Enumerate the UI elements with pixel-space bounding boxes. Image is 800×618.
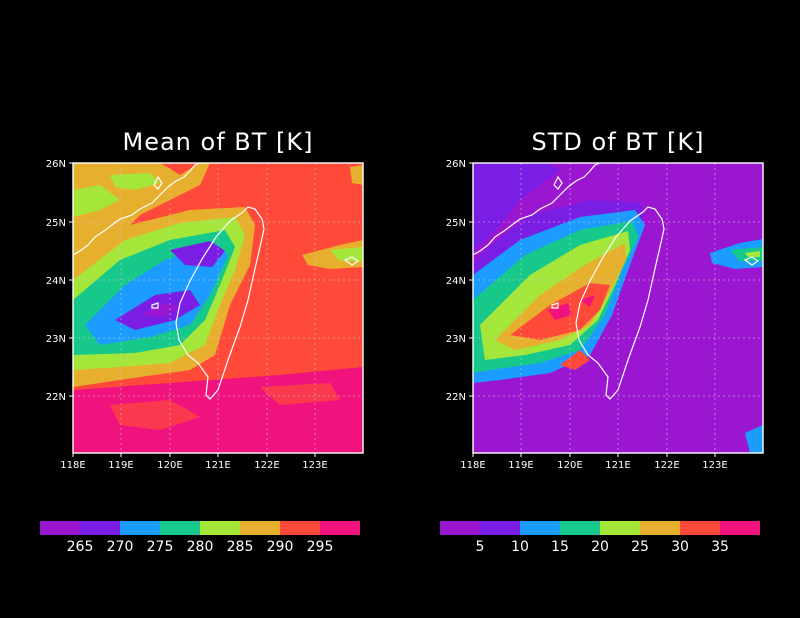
lon-label: 122E [254,460,279,471]
colorbar-segment [120,521,160,535]
lat-label: 24N [46,276,66,287]
colorbar-label: 295 [307,539,334,555]
mean-field-orange-nw [73,163,210,265]
lat-label: 22N [46,392,66,403]
lat-label: 25N [446,218,466,229]
colorbar-segment [440,521,480,535]
std-colorbar: 5 10 15 20 25 30 35 [440,521,760,555]
colorbar-segment [80,521,120,535]
lat-label: 26N [446,159,466,170]
std-panel-title: STD of BT [K] [531,128,705,156]
colorbar-label: 35 [711,539,729,555]
colorbar-label: 275 [147,539,174,555]
lon-label: 120E [157,460,182,471]
std-grid [473,163,763,453]
colorbar-segment [560,521,600,535]
lon-label: 119E [508,460,533,471]
colorbar-label: 285 [227,539,254,555]
colorbar-segment [240,521,280,535]
lon-label: 120E [557,460,582,471]
colorbar-label: 5 [476,539,485,555]
lat-label: 22N [446,392,466,403]
colorbar-label: 270 [107,539,134,555]
colorbar-label: 290 [267,539,294,555]
colorbar-segment [480,521,520,535]
lat-label: 26N [46,159,66,170]
colorbar-segment [280,521,320,535]
colorbar-label: 25 [631,539,649,555]
colorbar-segment [640,521,680,535]
lon-label: 121E [605,460,630,471]
lon-label: 123E [302,460,327,471]
colorbar-segment [600,521,640,535]
colorbar-label: 10 [511,539,529,555]
lat-label: 25N [46,218,66,229]
colorbar-segment [680,521,720,535]
lon-label: 118E [60,460,85,471]
mean-coastline [73,163,360,400]
colorbar-label: 280 [187,539,214,555]
lon-label: 122E [654,460,679,471]
mean-grid [73,163,363,453]
lon-label: 118E [460,460,485,471]
std-field-violet-nw [473,163,560,250]
colorbar-segment [720,521,760,535]
colorbar-segment [200,521,240,535]
colorbar-segment [520,521,560,535]
lon-label: 119E [108,460,133,471]
lat-label: 24N [446,276,466,287]
lat-label: 23N [446,334,466,345]
std-bt-map: 118E 119E 120E 121E 122E 123E 26N 25N 24… [446,159,764,471]
mean-bt-map: 118E 119E 120E 121E 122E 123E 26N 25N 24… [46,159,364,471]
mean-panel-title: Mean of BT [K] [122,128,314,156]
colorbar-label: 30 [671,539,689,555]
colorbar-segment [40,521,80,535]
lat-label: 23N [46,334,66,345]
colorbar-segment [160,521,200,535]
colorbar-label: 15 [551,539,569,555]
lon-label: 121E [205,460,230,471]
std-coastline [473,163,760,400]
mean-colorbar: 265 270 275 280 285 290 295 [40,521,360,555]
colorbar-label: 265 [67,539,94,555]
lon-label: 123E [702,460,727,471]
mean-field-violet-core [170,241,225,267]
colorbar-segment [320,521,360,535]
colorbar-label: 20 [591,539,609,555]
